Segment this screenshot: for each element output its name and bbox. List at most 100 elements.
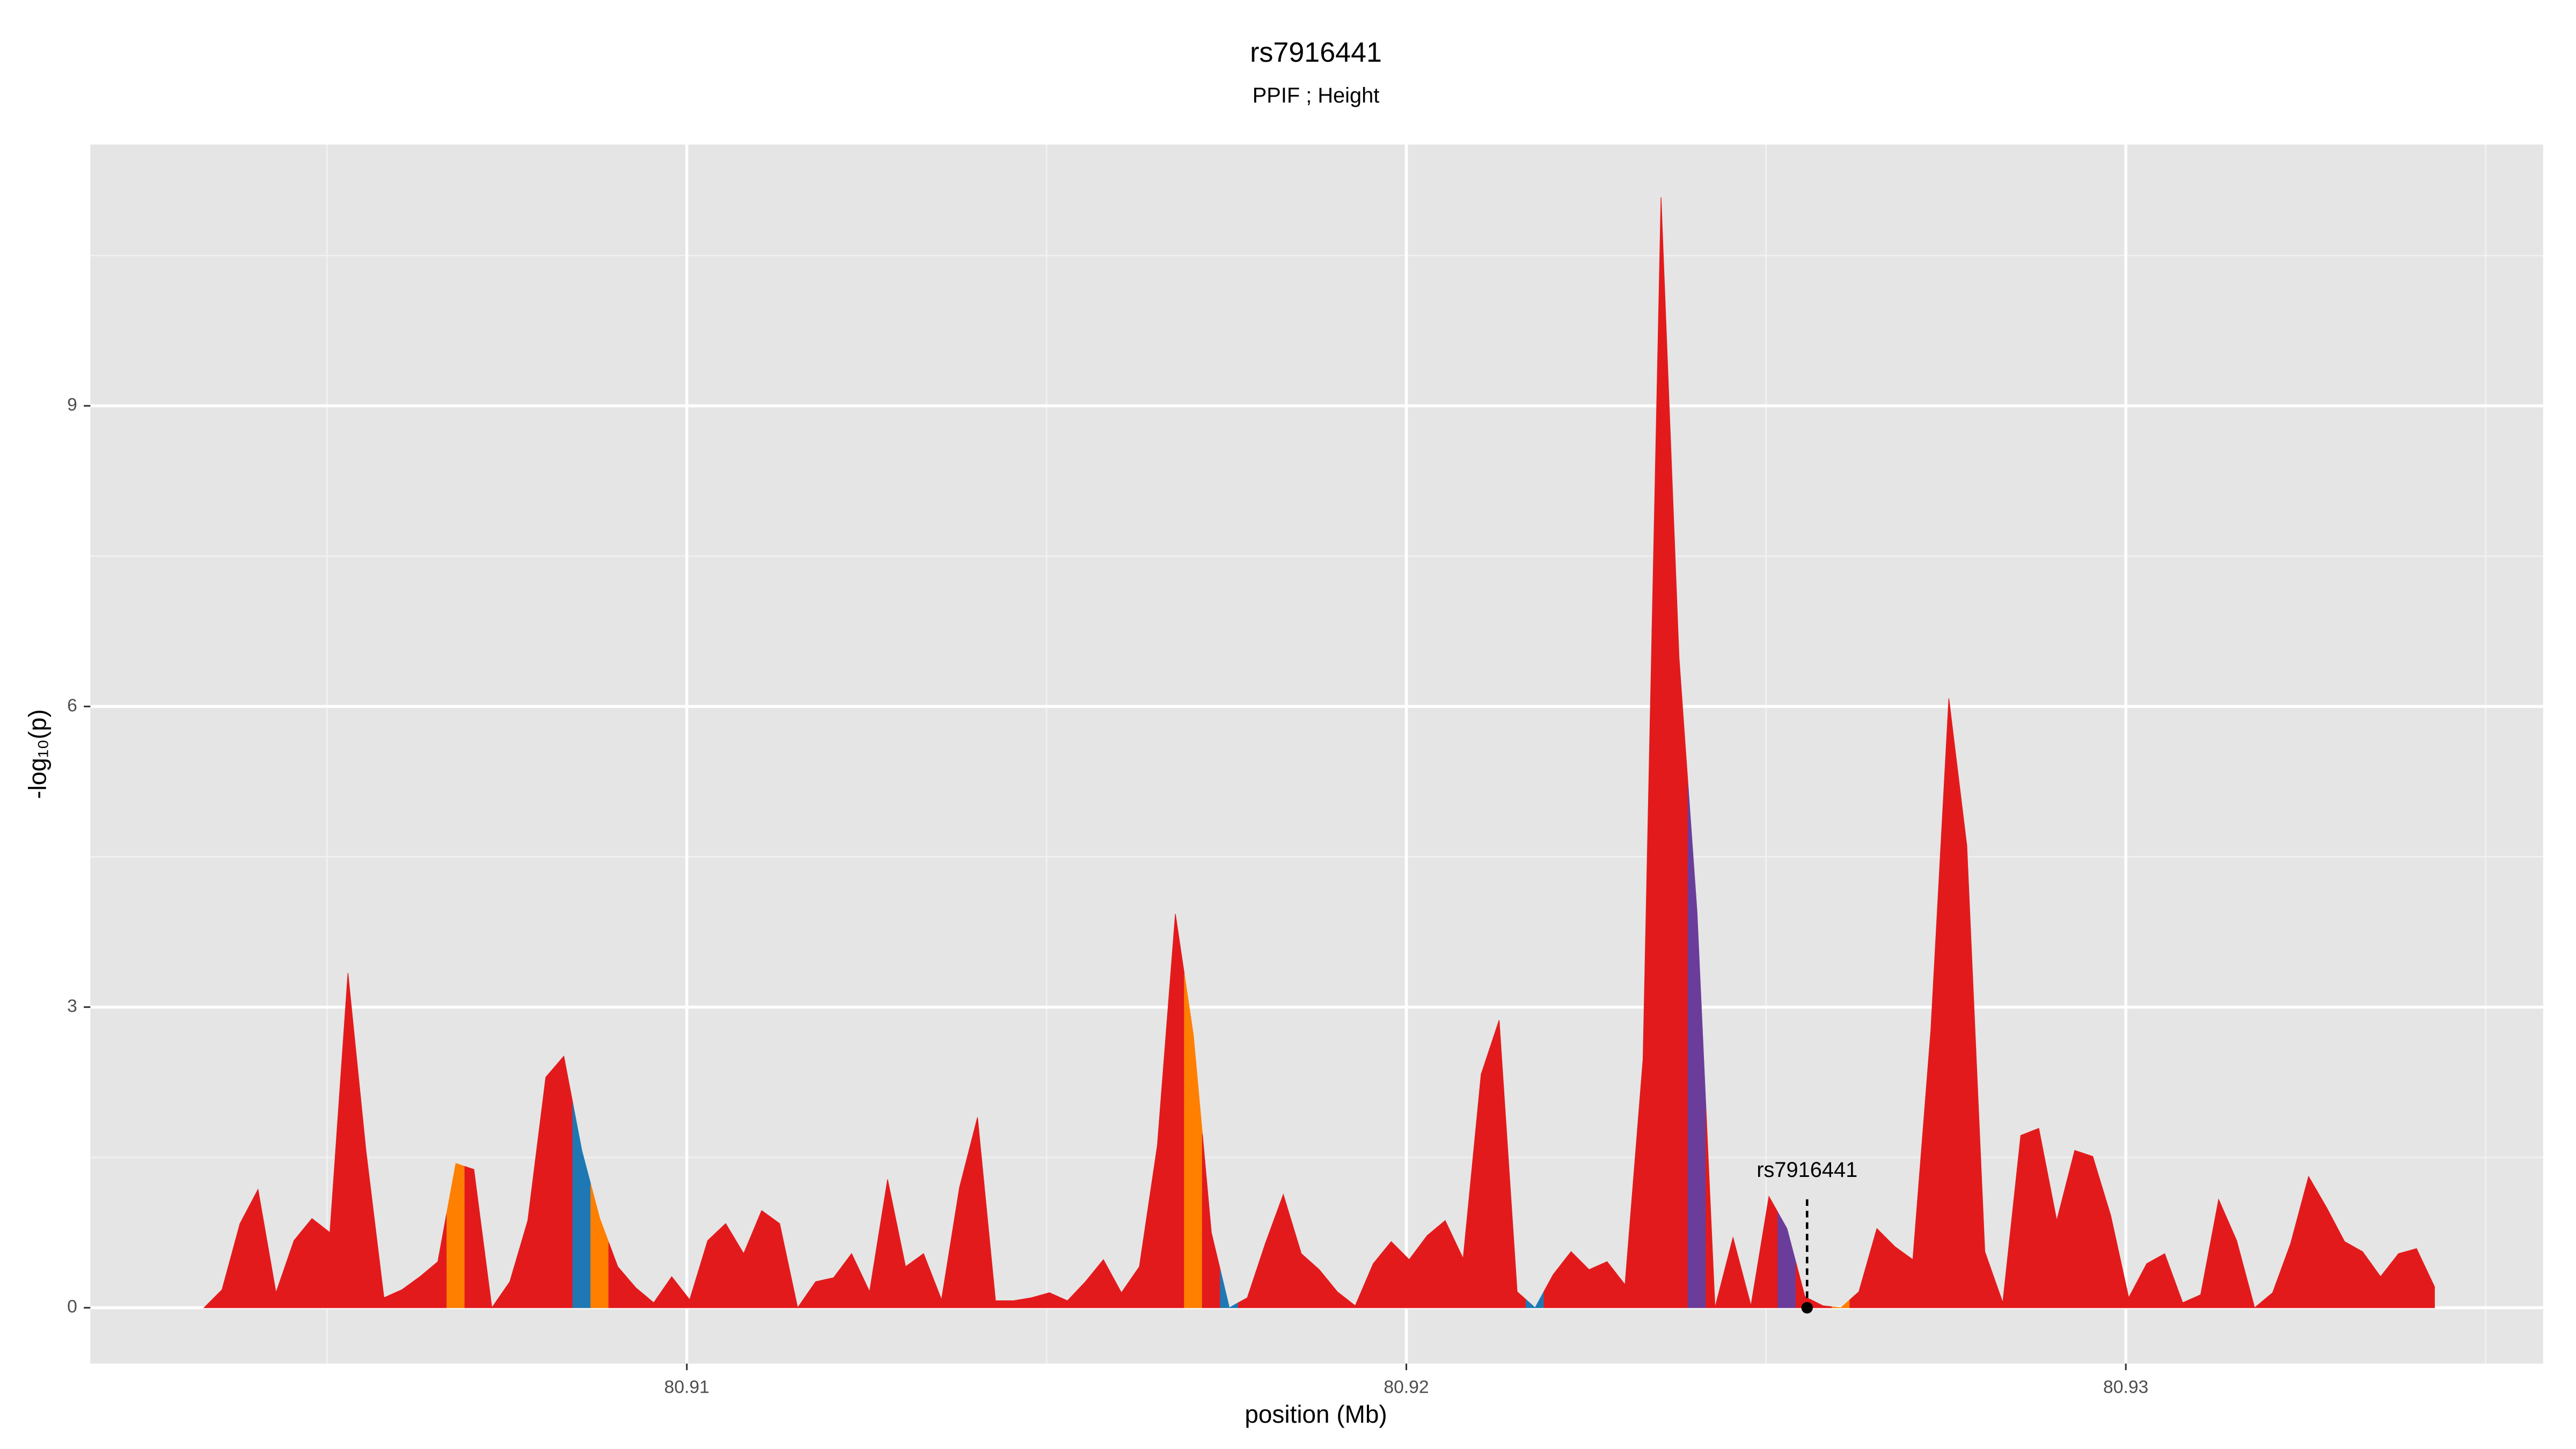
area-segment [2083,1153,2102,1308]
area-segment [1094,1259,1113,1308]
grid [90,144,2543,1364]
area-segment [1202,1133,1221,1308]
area-segment [1238,1270,1257,1308]
area-segment [374,1224,393,1308]
area-segment [680,1270,699,1308]
area-segment [824,1264,843,1308]
area-segment [1345,1284,1365,1308]
area-segment [608,1242,627,1308]
area-segment [1309,1261,1329,1308]
area-segment [626,1276,645,1308]
area-segment [2335,1224,2354,1308]
area-segment [1130,1206,1149,1308]
area-segment [1993,1219,2012,1308]
area-segment [1867,1228,1886,1308]
area-segment [1526,1291,1545,1308]
area-segment [464,1166,484,1308]
area-segment [1507,1155,1527,1308]
area-marks [203,197,2435,1309]
area-segment [2101,1185,2120,1308]
area-segment [1328,1279,1347,1308]
chart-title: rs7916441 [1250,37,1382,68]
area-segment [1687,785,1707,1308]
y-tick-label: 3 [67,996,77,1016]
area-segment [266,1241,286,1308]
area-segment [734,1232,753,1308]
area-segment [1615,1172,1635,1308]
area-segment [1184,974,1203,1308]
area-segment [2425,1267,2435,1308]
area-segment [2227,1220,2246,1308]
area-segment [1939,698,1958,1308]
area-segment [1112,1276,1131,1308]
x-axis-label: position (Mb) [1245,1400,1387,1428]
area-segment [338,973,357,1308]
area-segment [968,1117,987,1308]
area-segment [1381,1241,1401,1308]
annotation-label: rs7916441 [1757,1158,1857,1182]
area-segment [1436,1220,1455,1308]
index-snp-point [1801,1302,1813,1314]
chart-subtitle: PPIF ; Height [1253,84,1380,107]
area-segment [2281,1210,2300,1308]
axes: 80.91 80.92 80.93 0 3 6 9 [67,395,2148,1397]
area-segment [590,1184,609,1308]
y-tick-label: 6 [67,696,77,715]
area-segment [2047,1174,2066,1308]
area-segment [2317,1190,2336,1308]
area-segment [2173,1278,2192,1308]
area-segment [1957,772,1977,1308]
area-segment [2353,1246,2372,1308]
area-segment [1076,1269,1095,1308]
area-segment [2263,1268,2282,1308]
plot-panel [90,144,2543,1364]
area-segment [1579,1260,1599,1308]
x-tick-label: 80.92 [1384,1378,1429,1397]
area-segment [1058,1290,1077,1308]
area-segment [392,1282,412,1308]
area-segment [500,1251,519,1308]
area-segment [572,1103,591,1308]
area-segment [950,1152,969,1308]
area-segment [411,1268,429,1308]
area-segment [1598,1261,1616,1308]
area-segment [1670,427,1688,1308]
area-segment [878,1179,897,1308]
area-segment [1004,1299,1023,1308]
area-segment [2209,1198,2228,1308]
area-segment [752,1210,771,1308]
area-segment [1975,1049,1994,1308]
y-tick-label: 0 [67,1297,77,1317]
area-segment [356,1062,376,1308]
area-segment [2065,1150,2084,1308]
y-axis-label: -log₁₀(p) [24,709,52,799]
area-segment [1292,1224,1311,1308]
area-segment [248,1188,268,1308]
area-segment [1723,1236,1743,1308]
y-tick-label: 9 [67,395,77,415]
area-segment [1490,1020,1509,1308]
area-segment [1040,1292,1059,1308]
x-tick-label: 80.91 [664,1378,709,1397]
area-segment [1903,1145,1922,1308]
area-segment [302,1218,321,1308]
area-segment [2407,1248,2426,1308]
area-segment [1472,1047,1491,1308]
area-segment [1166,913,1185,1308]
area-segment [1634,628,1652,1308]
area-segment [842,1253,861,1308]
area-segment [806,1279,825,1308]
area-segment [554,1055,573,1308]
area-segment [1400,1246,1419,1308]
area-segment [1885,1236,1905,1308]
area-segment [1148,1029,1167,1308]
area-segment [213,1256,232,1308]
area-segment [770,1216,789,1308]
area-segment [284,1228,304,1308]
area-segment [1813,1300,1833,1308]
area-segment [2191,1247,2210,1308]
area-segment [1651,197,1671,1308]
area-segment [2245,1274,2264,1308]
area-segment [1256,1219,1275,1308]
